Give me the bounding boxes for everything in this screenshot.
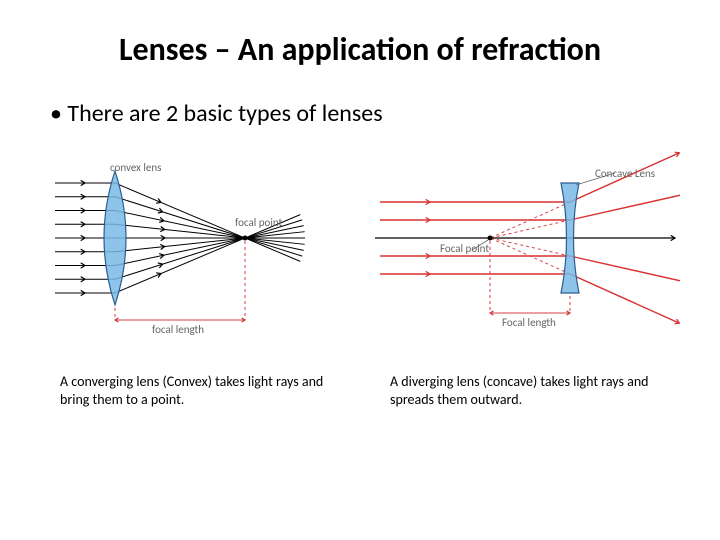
convex-diagram: convex lens focal point focal length (40, 148, 350, 343)
svg-text:convex lens: convex lens (110, 161, 161, 174)
captions-row: A converging lens (Convex) takes light r… (40, 373, 680, 409)
convex-caption: A converging lens (Convex) takes light r… (60, 373, 330, 409)
svg-text:focal point: focal point (235, 216, 283, 229)
convex-svg: convex lens focal point focal length (40, 148, 350, 338)
bullet-text: There are 2 basic types of lenses (50, 99, 680, 128)
concave-caption: A diverging lens (concave) takes light r… (390, 373, 660, 409)
svg-text:Concave Lens: Concave Lens (595, 167, 655, 180)
page-title: Lenses – An application of refraction (40, 30, 680, 69)
svg-text:Focal length: Focal length (502, 316, 556, 329)
concave-svg: Concave LensFocal pointFocal length (370, 148, 680, 338)
concave-diagram: Concave LensFocal pointFocal length (370, 148, 680, 343)
diagrams-row: convex lens focal point focal length Conca… (40, 148, 680, 343)
svg-text:focal length: focal length (152, 323, 204, 336)
